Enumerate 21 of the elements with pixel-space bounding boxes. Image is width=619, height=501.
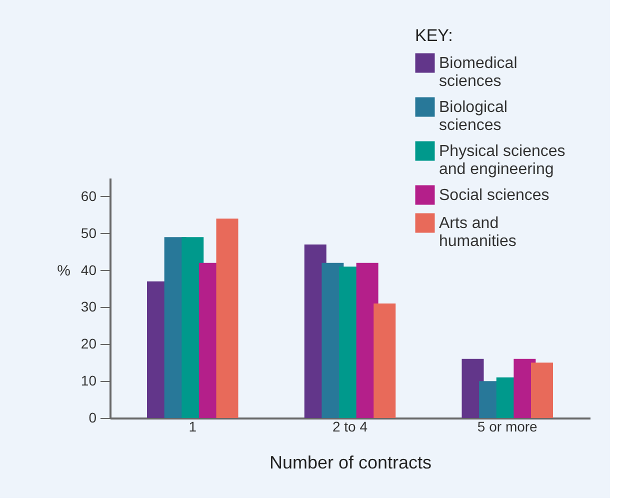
bar [374, 304, 396, 418]
legend-label: Physical sciences and engineering [439, 143, 566, 178]
bar [216, 218, 238, 418]
y-tick-label: 10 [80, 372, 97, 389]
y-tick-label: 20 [80, 336, 97, 352]
y-tick-label: 40 [80, 262, 97, 278]
x-tick-label: 1 [188, 418, 197, 434]
legend-label: Biological sciences [439, 99, 508, 134]
x-axis-title: Number of contracts [269, 452, 432, 472]
x-tick-label: 2 to 4 [332, 418, 368, 434]
y-tick-label: 50 [80, 224, 97, 241]
legend-label: Arts and humanities [439, 215, 516, 250]
bar [531, 362, 553, 418]
y-tick-label: 60 [80, 188, 97, 204]
legend-title: KEY: [415, 26, 453, 45]
legend-label: Social sciences [439, 187, 550, 204]
y-tick-label: 0 [88, 410, 97, 426]
y-axis-title: % [57, 262, 70, 280]
y-tick-label: 30 [80, 298, 97, 315]
legend-label: Biomedical sciences [439, 55, 518, 90]
x-tick-label: 5 or more [477, 418, 538, 434]
